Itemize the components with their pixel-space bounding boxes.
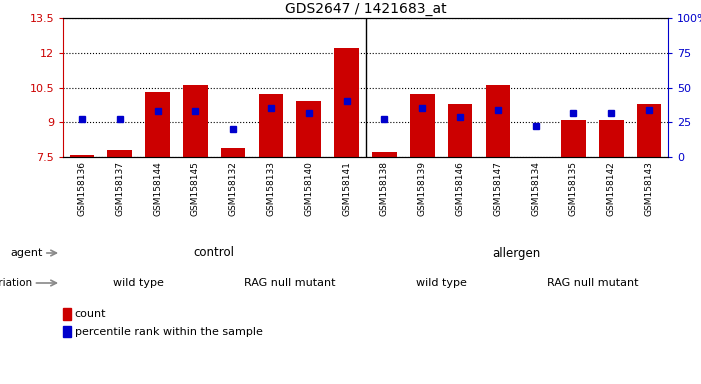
Bar (63, 326, 72, 338)
Text: GSM158138: GSM158138 (380, 161, 389, 216)
Text: control: control (193, 247, 235, 260)
Text: allergen: allergen (493, 247, 541, 260)
Bar (562, 120, 586, 157)
Bar (107, 150, 132, 157)
Text: genotype/variation: genotype/variation (0, 278, 32, 288)
Text: count: count (74, 309, 106, 319)
Text: GSM158136: GSM158136 (77, 161, 86, 216)
Bar (145, 92, 170, 157)
Title: GDS2647 / 1421683_at: GDS2647 / 1421683_at (285, 2, 447, 16)
Text: GSM158146: GSM158146 (456, 161, 465, 216)
Bar (259, 94, 283, 157)
Text: RAG null mutant: RAG null mutant (244, 278, 336, 288)
Bar (297, 101, 321, 157)
Bar (69, 155, 94, 157)
Bar (334, 48, 359, 157)
Bar (637, 104, 661, 157)
Text: GSM158140: GSM158140 (304, 161, 313, 216)
Bar (63, 308, 72, 320)
Text: GSM158142: GSM158142 (607, 161, 615, 216)
Text: GSM158137: GSM158137 (115, 161, 124, 216)
Text: GSM158132: GSM158132 (229, 161, 238, 216)
Text: wild type: wild type (416, 278, 467, 288)
Bar (410, 94, 435, 157)
Text: GSM158144: GSM158144 (153, 161, 162, 216)
Bar (599, 120, 624, 157)
Text: GSM158141: GSM158141 (342, 161, 351, 216)
Bar (448, 104, 472, 157)
Text: GSM158135: GSM158135 (569, 161, 578, 216)
Text: GSM158133: GSM158133 (266, 161, 275, 216)
Bar (221, 148, 245, 157)
Text: GSM158147: GSM158147 (494, 161, 503, 216)
Bar (486, 85, 510, 157)
Text: GSM158139: GSM158139 (418, 161, 427, 216)
Bar (183, 85, 207, 157)
Text: GSM158145: GSM158145 (191, 161, 200, 216)
Text: wild type: wild type (113, 278, 164, 288)
Bar (372, 152, 397, 157)
Text: percentile rank within the sample: percentile rank within the sample (74, 327, 262, 337)
Text: agent: agent (11, 248, 43, 258)
Text: GSM158134: GSM158134 (531, 161, 540, 216)
Text: RAG null mutant: RAG null mutant (547, 278, 638, 288)
Text: GSM158143: GSM158143 (645, 161, 653, 216)
